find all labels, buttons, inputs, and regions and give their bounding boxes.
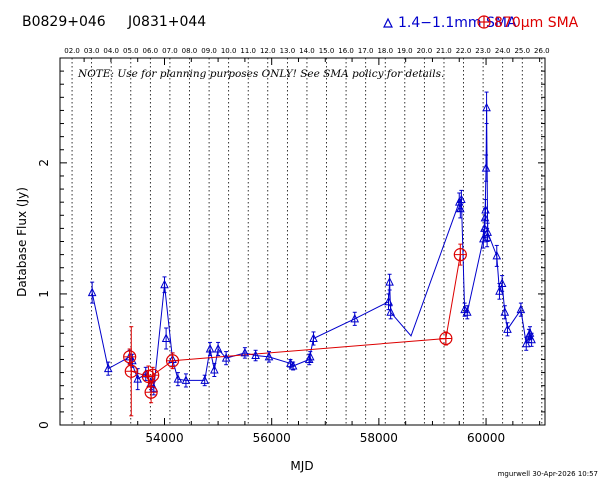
blue-data-point <box>305 351 315 361</box>
year-label: 11.0 <box>240 47 256 55</box>
x-tick-label: 60000 <box>467 431 505 445</box>
red-series-polyline <box>129 254 461 393</box>
year-label: 26.0 <box>534 47 550 55</box>
blue-data-point <box>481 204 490 214</box>
blue-data-point <box>240 347 250 357</box>
year-label: 09.0 <box>201 47 217 55</box>
year-label: 24.0 <box>495 47 511 55</box>
blue-data-point <box>288 360 298 370</box>
blue-data-point <box>205 343 215 353</box>
year-label: 18.0 <box>377 47 393 55</box>
blue-data-point <box>500 307 510 316</box>
y-tick-label: 2 <box>37 159 51 167</box>
planning-note: NOTE: Use for planning purposes ONLY! Se… <box>77 68 444 80</box>
source-alias: J0831+044 <box>127 14 206 30</box>
blue-data-point <box>160 279 169 289</box>
blue-data-point <box>213 343 223 353</box>
year-label: 05.0 <box>123 47 139 55</box>
blue-data-point <box>87 287 97 297</box>
year-label: 17.0 <box>358 47 374 55</box>
blue-data-point <box>482 102 491 112</box>
blue-data-point <box>384 296 393 306</box>
legend-red-label: 870μm SMA <box>494 15 579 31</box>
x-tick-label: 58000 <box>360 431 398 445</box>
year-label: 12.0 <box>260 47 276 55</box>
y-axis-label: Database Flux (Jy) <box>15 187 29 297</box>
x-tick-label: 54000 <box>145 431 183 445</box>
year-label: 13.0 <box>280 47 296 55</box>
blue-data-point <box>251 350 260 360</box>
y-tick-label: 1 <box>37 290 51 298</box>
year-label: 22.0 <box>456 47 472 55</box>
year-label: 04.0 <box>103 47 119 55</box>
blue-data-point <box>481 162 491 172</box>
blue-data-point <box>133 374 143 383</box>
year-label: 06.0 <box>143 47 159 55</box>
year-label: 03.0 <box>84 47 100 55</box>
blue-data-point <box>103 363 113 373</box>
blue-data-point <box>483 227 492 236</box>
blue-data-point <box>350 313 360 323</box>
blue-data-point <box>482 232 492 242</box>
blue-data-point <box>221 353 231 362</box>
year-label: 20.0 <box>417 47 433 55</box>
year-gridlines <box>71 58 543 425</box>
blue-data-point <box>386 307 395 316</box>
year-label: 16.0 <box>338 47 354 55</box>
x-axis-ticks: 54000 56000 58000 60000 <box>83 58 541 445</box>
blue-series-polyline <box>91 107 533 390</box>
year-label: 08.0 <box>182 47 198 55</box>
blue-series-line <box>91 107 533 390</box>
blue-data-point <box>492 250 502 260</box>
year-label: 15.0 <box>319 47 335 55</box>
footer-credit: mgurwell 30-Apr-2026 10:57 <box>498 470 598 478</box>
blue-data-point <box>516 304 526 314</box>
blue-data-point <box>181 375 191 384</box>
blue-data-point <box>457 194 466 204</box>
blue-data-point <box>309 333 318 342</box>
blue-data-point <box>173 374 183 383</box>
year-label: 07.0 <box>162 47 178 55</box>
y-tick-label: 0 <box>37 421 51 429</box>
year-label: 02.0 <box>64 47 80 55</box>
red-series-points <box>123 243 467 417</box>
x-axis-label: MJD <box>290 459 313 473</box>
year-labels: 02.0 03.0 04.0 05.0 06.0 07.0 08.0 09.0 10.0 11.0… <box>64 47 549 55</box>
blue-data-point <box>161 333 171 342</box>
year-label: 10.0 <box>221 47 237 55</box>
blue-data-point <box>497 278 507 287</box>
blue-data-point <box>200 375 210 384</box>
blue-data-point <box>462 307 472 316</box>
legend-red: 870μm SMA <box>477 15 579 31</box>
blue-data-point <box>210 364 219 374</box>
year-label: 23.0 <box>475 47 491 55</box>
blue-data-point <box>264 351 274 361</box>
source-name: B0829+046 <box>22 14 106 30</box>
y-axis-ticks: 0 1 2 <box>37 57 545 429</box>
blue-data-point <box>527 334 536 344</box>
year-label: 19.0 <box>397 47 413 55</box>
year-label: 14.0 <box>299 47 315 55</box>
year-label: 21.0 <box>436 47 452 55</box>
year-label: 25.0 <box>514 47 530 55</box>
x-tick-label: 56000 <box>253 431 291 445</box>
red-series-line <box>129 254 461 393</box>
blue-data-point <box>385 277 394 286</box>
blue-data-point <box>503 324 512 333</box>
triangle-marker-icon <box>383 17 393 28</box>
plot-frame <box>59 57 546 426</box>
